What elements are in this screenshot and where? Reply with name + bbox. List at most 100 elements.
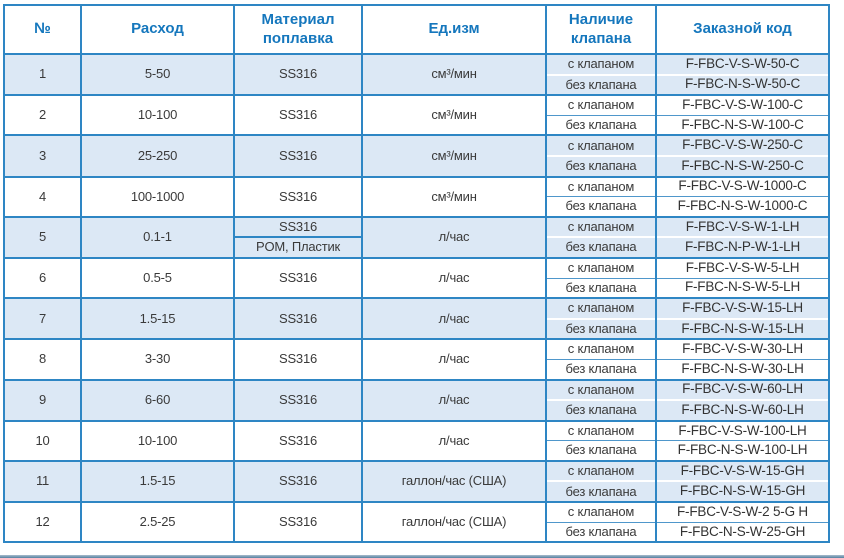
valve-option-cell: без клапана <box>545 317 657 340</box>
col-header-float-material: Материал поплавка <box>233 4 363 55</box>
table-row: 9 6-60 SS316 л/час с клапаном F-FBC-V-S-W-60-… <box>3 378 830 421</box>
unit-cell: галлон/час (США) <box>361 459 547 503</box>
flow-range-cell: 10-100 <box>80 94 235 136</box>
row-number-cell: 6 <box>3 256 82 299</box>
row-number-cell: 9 <box>3 378 82 421</box>
order-code-cell: F-FBC-N-P-W-1-LH <box>655 236 830 258</box>
float-material-cell: SS316 <box>233 297 363 340</box>
valve-option-cell: с клапаном <box>545 53 657 75</box>
col-header-number: № <box>3 4 82 55</box>
valve-option-cell: без клапана <box>545 73 657 96</box>
order-code-cell: F-FBC-V-S-W-5-LH <box>655 256 830 279</box>
order-code-cell: F-FBC-N-S-W-15-LH <box>655 317 830 340</box>
table-subrow: без клапана F-FBC-N-S-W-250-C <box>4 154 830 177</box>
table-row: 11 1.5-15 SS316 галлон/час (США) с клапаном F… <box>3 459 830 503</box>
unit-cell: л/час <box>361 338 547 380</box>
float-material-cell: SS316 <box>233 378 363 421</box>
valve-option-cell: без клапана <box>545 196 657 217</box>
order-code-cell: F-FBC-N-S-W-250-C <box>655 154 830 177</box>
float-material-cell: POM, Пластик <box>233 236 363 258</box>
valve-option-cell: без клапана <box>545 521 657 543</box>
order-code-cell: F-FBC-N-S-W-100-LH <box>655 440 830 461</box>
unit-cell: см³/мин <box>361 175 547 217</box>
row-number-cell: 7 <box>3 297 82 340</box>
flow-range-cell: 100-1000 <box>80 175 235 217</box>
order-code-cell: F-FBC-V-S-W-30-LH <box>655 338 830 360</box>
table-row: 8 3-30 SS316 л/час с клапаном F-FBC-V-S-W-30-… <box>3 338 830 380</box>
table-row: 12 2.5-25 SS316 галлон/час (США) с клапаном F… <box>3 501 830 543</box>
flow-range-cell: 25-250 <box>80 134 235 177</box>
valve-option-cell: с клапаном <box>545 94 657 116</box>
row-number-cell: 4 <box>3 175 82 217</box>
row-number-cell: 10 <box>3 419 82 461</box>
flow-range-cell: 10-100 <box>80 419 235 461</box>
flow-range-cell: 1.5-15 <box>80 459 235 503</box>
flow-range-cell: 2.5-25 <box>80 501 235 543</box>
table-subrow: без клапана F-FBC-N-S-W-1000-C <box>4 196 830 217</box>
flow-range-cell: 3-30 <box>80 338 235 380</box>
unit-cell: л/час <box>361 419 547 461</box>
valve-option-cell: без клапана <box>545 358 657 380</box>
table-row: 1 5-50 SS316 см³/мин с клапаном F-FBC-V-S-W-5… <box>3 52 830 96</box>
order-code-cell: F-FBC-V-S-W-2 5-G H <box>655 501 830 523</box>
float-material-cell: SS316 <box>233 338 363 380</box>
valve-option-cell: без клапана <box>545 277 657 299</box>
table-row: 4 100-1000 SS316 см³/мин с клапаном F-FBC-V-S… <box>3 175 830 217</box>
table-subrow: без клапана F-FBC-N-S-W-50-C <box>4 73 830 96</box>
float-material-cell: SS316 <box>233 175 363 217</box>
valve-option-cell: с клапаном <box>545 419 657 441</box>
unit-cell: см³/мин <box>361 94 547 136</box>
valve-option-cell: без клапана <box>545 440 657 461</box>
unit-cell: л/час <box>361 256 547 299</box>
valve-option-cell: с клапаном <box>545 297 657 319</box>
table-subrow: без клапана F-FBC-N-S-W-5-LH <box>4 277 830 299</box>
float-material-cell: SS316 <box>233 134 363 177</box>
catalog-page: № Расход Материал поплавка Ед.изм Наличи… <box>0 4 844 558</box>
row-number-cell: 8 <box>3 338 82 380</box>
order-code-cell: F-FBC-V-S-W-15-GH <box>655 459 830 482</box>
row-number-cell: 11 <box>3 459 82 503</box>
unit-cell: л/час <box>361 215 547 258</box>
order-code-cell: F-FBC-V-S-W-100-LH <box>655 419 830 441</box>
valve-option-cell: с клапаном <box>545 175 657 197</box>
unit-cell: см³/мин <box>361 52 547 96</box>
table-subrow: без клапана F-FBC-N-S-W-100-LH <box>4 440 830 461</box>
order-code-cell: F-FBC-V-S-W-1-LH <box>655 215 830 238</box>
valve-option-cell: без клапана <box>545 399 657 421</box>
flow-range-cell: 6-60 <box>80 378 235 421</box>
order-code-cell: F-FBC-V-S-W-50-C <box>655 53 830 75</box>
valve-option-cell: с клапаном <box>545 378 657 401</box>
order-code-cell: F-FBC-N-S-W-100-C <box>655 114 830 136</box>
order-code-cell: F-FBC-N-S-W-50-C <box>655 73 830 96</box>
float-material-cell: SS316 <box>233 459 363 503</box>
header-row: № Расход Материал поплавка Ед.изм Наличи… <box>3 4 830 55</box>
flowmeter-order-table: № Расход Материал поплавка Ед.изм Наличи… <box>3 4 830 544</box>
flow-range-cell: 1.5-15 <box>80 297 235 340</box>
row-number-cell: 2 <box>3 94 82 136</box>
float-material-cell: SS316 <box>233 94 363 136</box>
float-material-cell: SS316 <box>233 215 363 238</box>
table-subrow: без клапана F-FBC-N-S-W-15-LH <box>4 317 830 340</box>
valve-option-cell: без клапана <box>545 480 657 503</box>
valve-option-cell: без клапана <box>545 114 657 136</box>
col-header-unit: Ед.изм <box>361 4 547 55</box>
valve-option-cell: без клапана <box>545 236 657 258</box>
table-subrow: без клапана F-FBC-N-S-W-100-C <box>4 114 830 136</box>
order-code-cell: F-FBC-N-S-W-5-LH <box>655 277 830 299</box>
table-row: 7 1.5-15 SS316 л/час с клапаном F-FBC-V-S-W-1… <box>3 297 830 340</box>
table-row: 3 25-250 SS316 см³/мин с клапаном F-FBC-V-S-W… <box>3 134 830 177</box>
table-subrow: без клапана F-FBC-N-S-W-25-GH <box>4 521 830 543</box>
col-header-valve: Наличие клапана <box>545 4 657 55</box>
order-code-cell: F-FBC-V-S-W-100-C <box>655 94 830 116</box>
valve-option-cell: с клапаном <box>545 256 657 279</box>
table-subrow: без клапана F-FBC-N-S-W-30-LH <box>4 358 830 380</box>
flow-range-cell: 0.1-1 <box>80 215 235 258</box>
float-material-cell: SS316 <box>233 256 363 299</box>
valve-option-cell: с клапаном <box>545 501 657 523</box>
row-number-cell: 3 <box>3 134 82 177</box>
row-number-cell: 1 <box>3 52 82 96</box>
unit-cell: л/час <box>361 378 547 421</box>
valve-option-cell: с клапаном <box>545 215 657 238</box>
table-row: 5 0.1-1 SS316 л/час с клапаном F-FBC-V-S-W-1-… <box>3 215 830 258</box>
col-header-order-code: Заказной код <box>655 4 830 55</box>
